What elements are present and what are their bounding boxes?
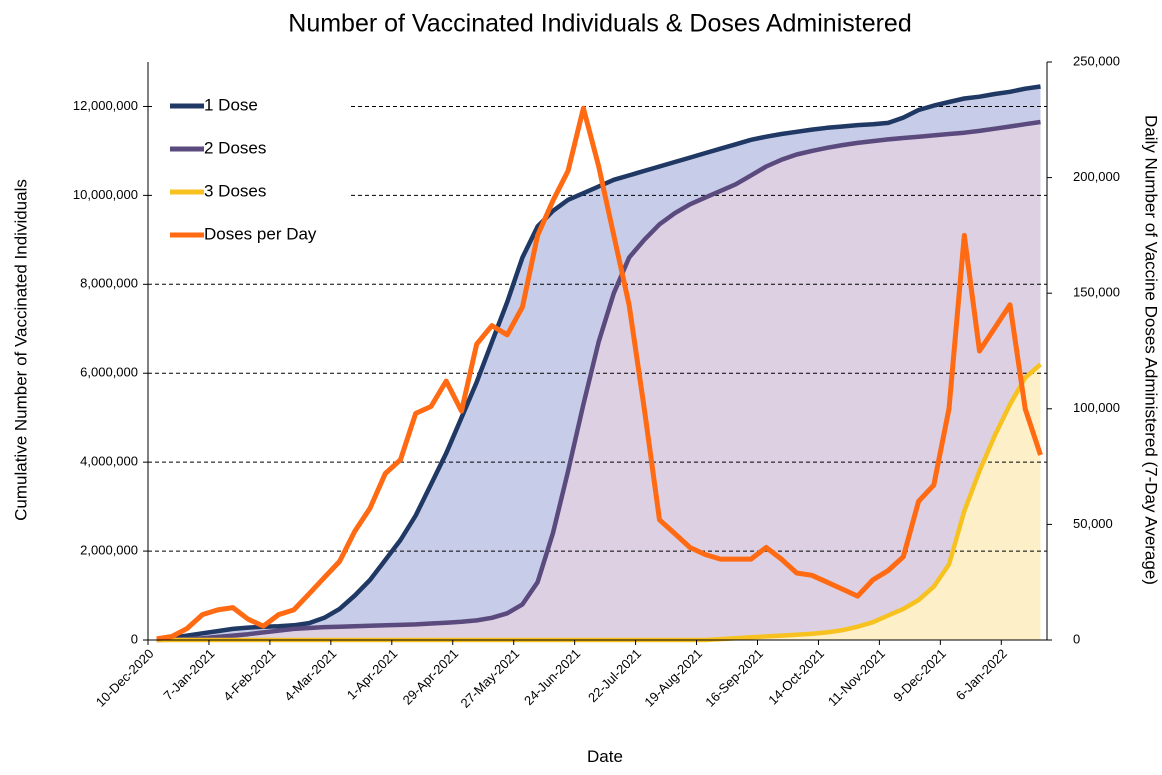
x-tick-label: 9-Dec-2021 [890,646,949,705]
y-tick-label: 10,000,000 [73,187,138,202]
y-tick-label: 8,000,000 [80,276,138,291]
y2-tick-label: 100,000 [1073,400,1120,415]
legend-label: Doses per Day [204,224,317,243]
x-tick-label: 19-Aug-2021 [641,646,705,710]
x-tick-label: 16-Sep-2021 [702,646,766,710]
y-axis-label: Cumulative Number of Vaccinated Individu… [11,179,30,521]
x-tick-label: 11-Nov-2021 [825,646,888,709]
x-tick-label: 1-Apr-2021 [344,646,401,703]
x-tick-label: 10-Dec-2020 [93,646,157,710]
x-tick-label: 22-Jul-2021 [585,646,644,705]
x-tick-label: 4-Feb-2021 [220,646,278,704]
legend-box [152,86,348,256]
y-tick-label: 4,000,000 [80,454,138,469]
x-tick-label: 4-Mar-2021 [281,646,339,704]
y2-axis-label: Daily Number of Vaccine Doses Administer… [1142,115,1161,585]
series-line [156,105,1043,642]
x-tick-label: 24-Jun-2021 [521,646,583,708]
x-tick-label: 6-Jan-2022 [953,646,1010,703]
x-tick-label: 27-May-2021 [457,646,522,711]
y-tick-label: 0 [131,631,138,646]
legend-label: 2 Doses [204,138,266,157]
series-area [156,122,1041,640]
x-tick-label: 29-Apr-2021 [400,646,462,708]
series-area [156,364,1041,640]
legend-label: 3 Doses [204,181,266,200]
series-line [156,84,1041,642]
legend-label: 1 Dose [204,95,258,114]
series-line [156,119,1041,643]
y2-tick-label: 200,000 [1073,169,1120,184]
x-axis-label: Date [587,747,623,766]
x-tick-label: 14-Oct-2021 [765,646,827,708]
y-tick-label: 6,000,000 [80,365,138,380]
y2-tick-label: 0 [1073,631,1080,646]
chart-title: Number of Vaccinated Individuals & Doses… [288,10,911,38]
y2-tick-label: 150,000 [1073,285,1120,300]
y2-tick-label: 250,000 [1073,53,1120,68]
y-tick-label: 12,000,000 [73,98,138,113]
y-tick-label: 2,000,000 [80,543,138,558]
x-tick-label: 7-Jan-2021 [160,646,217,703]
y2-tick-label: 50,000 [1073,516,1113,531]
